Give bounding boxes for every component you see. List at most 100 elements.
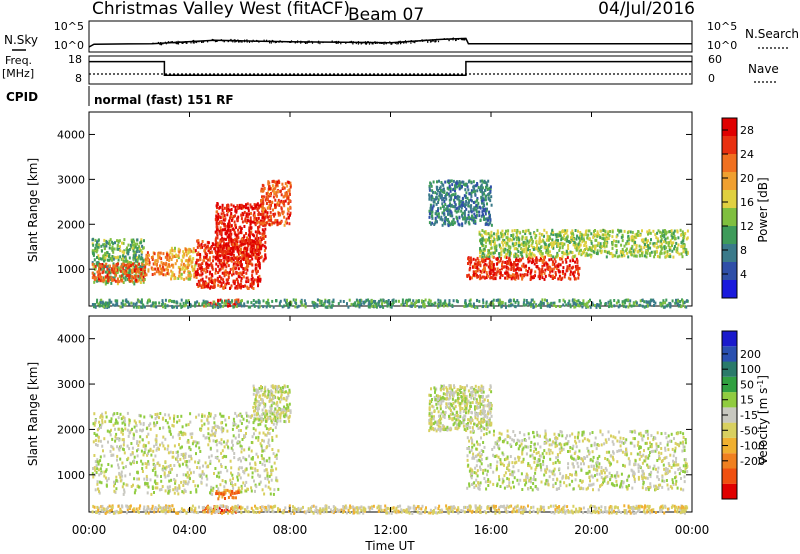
data-cell <box>428 184 431 188</box>
data-cell <box>680 252 683 256</box>
noise-sample <box>383 41 385 44</box>
data-cell <box>256 255 259 259</box>
data-cell <box>112 264 115 268</box>
data-cell <box>223 262 226 266</box>
data-cell <box>618 254 621 258</box>
data-cell <box>238 285 241 289</box>
data-cell <box>157 251 160 255</box>
data-cell <box>217 249 220 253</box>
data-cell <box>130 245 133 249</box>
data-cell <box>432 204 435 208</box>
data-cell <box>454 187 457 190</box>
data-cell <box>483 204 486 207</box>
data-cell <box>224 227 227 231</box>
data-cell <box>515 263 518 267</box>
data-cell <box>239 240 242 244</box>
data-cell <box>224 286 227 289</box>
data-cell <box>270 214 272 218</box>
data-cell <box>563 234 565 238</box>
data-cell <box>254 237 257 241</box>
data-cell <box>287 215 290 219</box>
noise-sample <box>294 41 297 43</box>
data-cell <box>561 270 564 274</box>
data-cell <box>573 274 576 278</box>
data-cell <box>482 251 484 255</box>
data-cell <box>115 268 117 272</box>
data-cell <box>669 305 672 309</box>
data-cell <box>239 230 242 234</box>
data-cell <box>276 223 279 227</box>
data-cell <box>583 249 585 253</box>
data-cell <box>323 301 326 305</box>
data-cell <box>196 300 199 304</box>
data-cell <box>205 267 208 271</box>
data-cell <box>219 232 222 235</box>
data-cell <box>106 254 109 258</box>
data-cell <box>171 253 174 257</box>
data-cell <box>474 189 477 193</box>
data-cell <box>551 238 554 242</box>
data-cell <box>128 268 131 272</box>
data-cell <box>259 236 262 240</box>
data-cell <box>92 251 94 255</box>
data-cell <box>557 262 560 266</box>
data-cell <box>161 263 164 267</box>
cpid-label: CPID <box>6 90 38 104</box>
data-cell <box>564 231 567 235</box>
data-cell <box>499 271 502 275</box>
data-cell <box>113 247 116 251</box>
data-cell <box>221 266 224 270</box>
data-cell <box>603 233 606 237</box>
data-cell <box>258 278 260 282</box>
data-cell <box>234 233 237 237</box>
data-cell <box>221 247 224 251</box>
data-cell <box>666 241 669 245</box>
data-cell <box>671 299 674 303</box>
data-cell <box>249 282 252 286</box>
data-cell <box>176 415 179 419</box>
data-cell <box>530 235 533 239</box>
data-cell <box>143 264 145 267</box>
data-cell <box>105 244 108 248</box>
data-cell <box>222 218 225 222</box>
data-cell <box>487 274 489 278</box>
data-cell <box>481 193 484 197</box>
data-cell <box>120 265 123 269</box>
data-cell <box>140 265 143 269</box>
data-cell <box>477 263 480 266</box>
data-cell <box>168 256 171 260</box>
data-cell <box>143 305 146 309</box>
data-cell <box>99 304 102 308</box>
noise-sample <box>352 43 354 45</box>
data-cell <box>97 302 100 306</box>
data-cell <box>647 246 650 250</box>
data-cell <box>430 222 433 226</box>
data-cell <box>138 249 141 253</box>
data-cell <box>510 234 513 237</box>
data-cell <box>564 272 567 276</box>
data-cell <box>367 298 370 302</box>
noise-sample <box>457 38 459 40</box>
noise-sample <box>193 42 195 44</box>
data-cell <box>381 299 384 303</box>
data-cell <box>241 237 244 241</box>
data-cell <box>236 243 239 246</box>
data-cell <box>535 239 538 243</box>
data-cell <box>220 451 223 455</box>
data-cell <box>523 298 526 302</box>
data-cell <box>492 269 495 273</box>
data-cell <box>245 232 247 235</box>
noise-left-tick-bottom: 10^0 <box>54 39 84 52</box>
data-cell <box>526 239 529 243</box>
data-cell <box>475 205 477 209</box>
data-cell <box>482 301 485 305</box>
data-cell <box>532 260 534 264</box>
data-cell <box>142 279 145 283</box>
data-cell <box>493 246 496 250</box>
data-cell <box>171 271 174 275</box>
data-cell <box>544 268 547 272</box>
data-cell <box>509 261 512 265</box>
data-cell <box>207 303 210 307</box>
noise-sample <box>372 43 374 45</box>
